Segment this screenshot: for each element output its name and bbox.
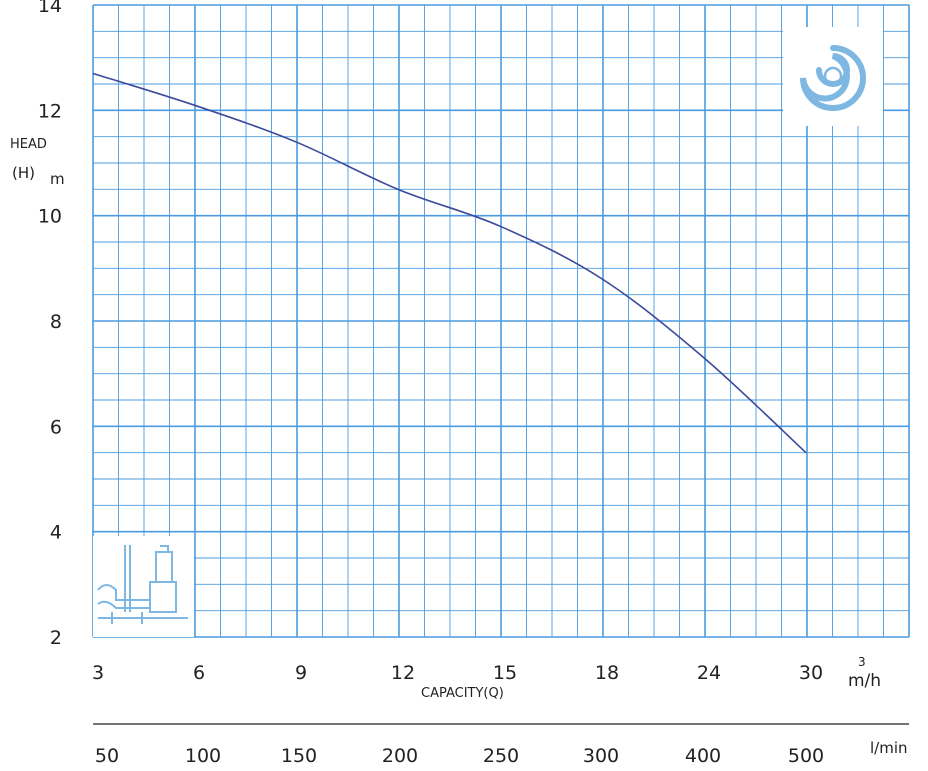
x-tick-label-m3h: 24 [697,662,721,684]
x-tick-label-m3h: 15 [493,662,517,684]
x-tick-label-m3h: 18 [595,662,619,684]
y-axis-ticks: 2 4 6 8 10 12 14 [38,0,62,649]
y-tick-label: 10 [38,206,62,228]
pump-drawing-icon [93,536,194,637]
x-axis-label: CAPACITY(Q) [421,686,504,701]
y-tick-label: 2 [50,627,62,649]
grid [92,4,910,638]
x-tick-label-lmin: 300 [583,745,619,767]
x-tick-label-lmin: 500 [788,745,824,767]
x-tick-label-lmin: 150 [281,745,317,767]
x-tick-label-lmin: 400 [685,745,721,767]
x-tick-label-m3h: 30 [799,662,823,684]
y-tick-label: 14 [38,0,62,17]
y-axis-label-h: (H) [12,164,35,182]
x-tick-label-m3h: 3 [92,662,104,684]
y-axis-unit: m [50,170,65,188]
x-tick-label-lmin: 50 [95,745,119,767]
x-unit-superscript: 3 [858,655,866,669]
x-tick-label-m3h: 12 [391,662,415,684]
x-unit-m3h: m/h [848,671,881,691]
x-tick-label-lmin: 250 [483,745,519,767]
series-points [92,73,807,453]
y-tick-label: 12 [38,100,62,122]
x-axis-ticks-lmin: 50 100 150 200 250 300 400 500 [95,745,824,767]
y-tick-label: 4 [50,522,62,544]
x-tick-label-lmin: 200 [382,745,418,767]
x-tick-label-m3h: 6 [193,662,205,684]
series-line [92,72,807,454]
x-tick-label-lmin: 100 [185,745,221,767]
y-axis-label-head: HEAD [10,137,47,152]
y-tick-label: 6 [50,416,62,438]
x-unit-lmin: l/min [870,739,908,757]
x-tick-label-m3h: 9 [295,662,307,684]
y-tick-label: 8 [50,311,62,333]
x-axis-ticks-m3h: 3 6 9 12 15 18 24 30 [92,662,823,684]
swirl-logo-icon [783,27,883,126]
